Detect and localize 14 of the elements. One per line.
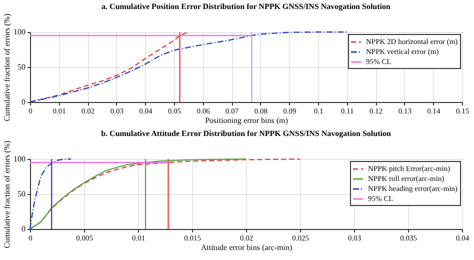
y-tick-label: 0 xyxy=(22,98,26,106)
chart-title: a. Cumulative Position Error Distribution for NPPK GNSS/INS Navogation Solution xyxy=(102,2,392,12)
y-tick-label: 100 xyxy=(14,28,26,36)
y-axis-title: Cumulative fraction of errors (%) xyxy=(2,13,12,122)
line-series xyxy=(29,31,348,103)
y-tick-label: 0 xyxy=(22,224,26,234)
y-tick-label: 50 xyxy=(18,190,26,198)
y-tick-label: 50 xyxy=(18,62,26,72)
chart-title: b. Cumulative Attitude Error Distribution for NPPK GNSS/INS Navogation Solution xyxy=(101,129,392,138)
x-axis-title: Attitude error bins (arc-min) xyxy=(200,243,292,252)
line-series xyxy=(29,158,247,230)
y-tick-label: 100 xyxy=(14,154,26,164)
x-axis-title: Positioning error bins (m) xyxy=(205,116,288,125)
y-axis-title: Cumulative fraction of errors (%) xyxy=(2,140,12,248)
